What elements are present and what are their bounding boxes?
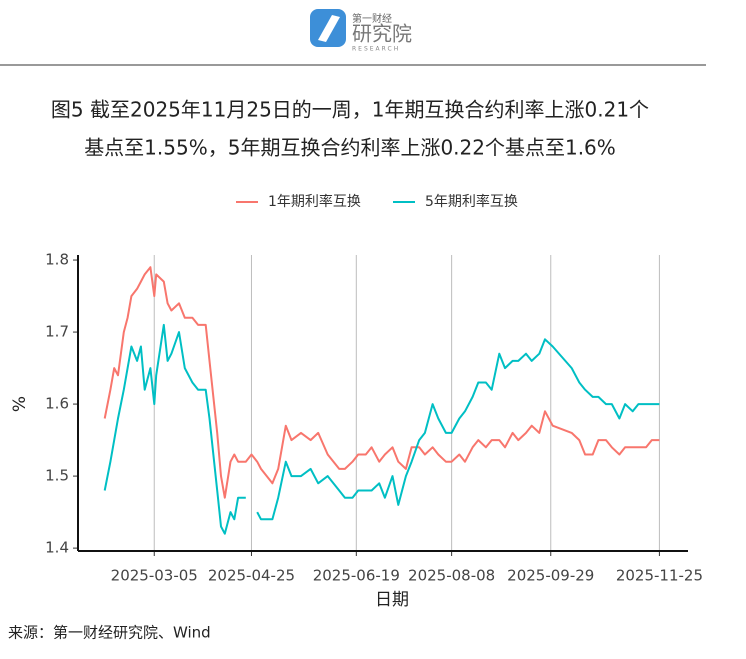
logo-text: RESEARCH — [352, 46, 400, 53]
source-note: 来源：第一财经研究院、Wind — [8, 624, 211, 642]
legend-label: 1年期利率互换 — [268, 193, 361, 210]
legend-label: 5年期利率互换 — [425, 193, 518, 210]
y-tick-label: 1.4 — [45, 539, 69, 557]
logo-icon-mark — [318, 15, 340, 42]
logo-text: 第一财经 — [352, 12, 392, 25]
line-series — [103, 323, 660, 535]
x-tick-label: 2025-03-05 — [111, 567, 198, 585]
y-tick-label: 1.5 — [45, 467, 69, 485]
x-tick-label: 2025-08-08 — [408, 567, 495, 585]
x-tick-label: 2025-09-29 — [507, 567, 594, 585]
y-tick-label: 1.7 — [45, 323, 69, 341]
line-series — [103, 266, 660, 499]
x-tick-label: 2025-11-25 — [616, 567, 703, 585]
x-tick-label: 2025-04-25 — [208, 567, 295, 585]
chart-title: 基点至1.55%，5年期互换合约利率上涨0.22个基点至1.6% — [84, 136, 616, 160]
x-tick-label: 2025-06-19 — [313, 567, 400, 585]
x-axis-label: 日期 — [375, 590, 409, 610]
y-tick-label: 1.8 — [45, 251, 69, 269]
y-axis-label: % — [10, 396, 30, 412]
logo-text: 研究院 — [352, 22, 412, 46]
y-tick-label: 1.6 — [45, 395, 69, 413]
chart-title: 图5 截至2025年11月25日的一周，1年期互换合约利率上涨0.21个 — [51, 98, 649, 122]
logo: 第一财经 研究院 RESEARCH — [310, 9, 412, 53]
